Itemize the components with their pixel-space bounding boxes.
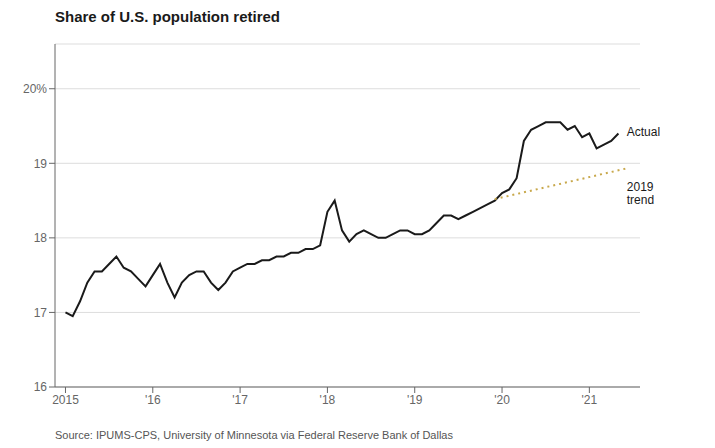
svg-text:'19: '19 [407,393,423,407]
svg-text:'21: '21 [582,393,598,407]
svg-text:18: 18 [34,231,48,245]
svg-text:2019trend: 2019trend [627,180,654,208]
svg-text:'18: '18 [320,393,336,407]
svg-text:16: 16 [34,380,48,394]
svg-text:20%: 20% [23,82,47,96]
svg-text:'16: '16 [145,393,161,407]
svg-text:2015: 2015 [52,393,79,407]
html-text:Source: IPUMS-CPS, University: Source: IPUMS-CPS, University of Minneso… [55,429,453,441]
svg-text:Actual: Actual [627,125,660,139]
svg-text:17: 17 [34,306,48,320]
svg-text:19: 19 [34,157,48,171]
svg-text:'17: '17 [232,393,248,407]
svg-text:'20: '20 [494,393,510,407]
html-text:Share of U.S. population retir: Share of U.S. population retired [55,8,280,25]
